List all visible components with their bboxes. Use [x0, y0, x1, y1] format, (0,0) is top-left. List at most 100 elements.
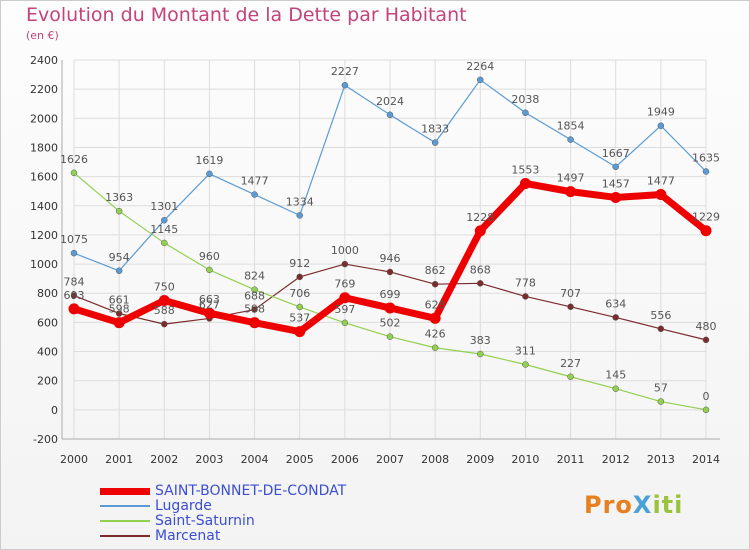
data-label: 663	[199, 293, 220, 306]
data-point	[296, 273, 303, 281]
legend-label: SAINT-BONNET-DE-CONDAT	[155, 483, 347, 499]
data-label: 824	[244, 270, 265, 283]
data-point	[431, 344, 439, 351]
data-point	[522, 293, 529, 300]
data-label: 954	[109, 251, 130, 264]
legend-label: Marcenat	[155, 528, 221, 544]
x-tick-label: 2013	[647, 453, 675, 466]
data-label: 145	[605, 369, 626, 382]
data-point	[70, 169, 78, 177]
data-point	[610, 191, 622, 203]
y-tick-label: 1200	[30, 229, 58, 242]
data-label: 693	[64, 289, 85, 302]
data-label: 634	[605, 297, 626, 310]
data-point	[70, 292, 78, 299]
data-point	[477, 280, 484, 287]
legend-item: Marcenat	[100, 529, 520, 544]
data-label: 1619	[195, 154, 223, 167]
legend-swatch	[100, 487, 150, 495]
data-point	[612, 385, 619, 392]
data-label: 588	[154, 304, 175, 317]
data-point	[251, 191, 258, 198]
y-tick-label: 2000	[30, 112, 58, 125]
x-tick-label: 2007	[376, 453, 404, 466]
data-label: 1075	[60, 233, 88, 246]
y-tick-label: 200	[37, 375, 58, 388]
data-point	[251, 306, 258, 313]
data-point	[384, 302, 396, 314]
data-label: 661	[109, 293, 130, 306]
data-label: 598	[109, 303, 130, 316]
data-label: 750	[154, 281, 175, 294]
data-label: 627	[199, 298, 220, 311]
data-point	[477, 350, 484, 358]
data-label: 1334	[286, 195, 314, 208]
data-point	[702, 168, 710, 175]
x-tick-label: 2012	[602, 453, 630, 466]
y-tick-label: 1400	[30, 200, 58, 213]
data-label: 598	[244, 303, 265, 316]
data-point	[477, 76, 484, 84]
x-tick-label: 2011	[557, 453, 585, 466]
legend-item: Lugarde	[100, 499, 520, 514]
y-tick-label: 2200	[30, 83, 58, 96]
x-tick-label: 2003	[195, 453, 223, 466]
y-tick-label: 1600	[30, 171, 58, 184]
y-tick-label: -200	[33, 433, 58, 446]
data-point	[296, 212, 303, 219]
data-point	[657, 325, 665, 333]
data-label: 1667	[602, 147, 630, 160]
data-label: 868	[470, 263, 491, 276]
legend-swatch	[100, 535, 150, 537]
data-label: 383	[470, 334, 491, 347]
data-point	[206, 170, 213, 178]
data-point	[115, 267, 123, 275]
data-point	[115, 207, 123, 215]
data-label: 706	[289, 287, 310, 300]
y-tick-label: 0	[51, 404, 58, 417]
data-point	[474, 225, 486, 237]
data-label: 1854	[557, 120, 585, 133]
data-label: 0	[703, 390, 710, 403]
data-point	[655, 189, 667, 201]
data-point	[657, 398, 665, 405]
data-point	[161, 320, 168, 328]
chart-unit: (en €)	[26, 29, 59, 42]
data-point	[70, 249, 78, 257]
data-label: 769	[334, 278, 355, 291]
data-label: 1497	[557, 172, 585, 185]
data-label: 960	[199, 250, 220, 263]
legend-item: SAINT-BONNET-DE-CONDAT	[100, 484, 520, 499]
data-point	[522, 109, 529, 117]
y-tick-label: 600	[37, 316, 58, 329]
y-tick-label: 400	[37, 346, 58, 359]
legend-label: Lugarde	[155, 498, 212, 514]
data-label: 2264	[466, 60, 494, 73]
chart-title: Evolution du Montant de la Dette par Hab…	[26, 4, 467, 26]
legend-swatch	[100, 505, 150, 507]
y-tick-label: 1800	[30, 141, 58, 154]
data-point	[612, 314, 619, 321]
data-label: 57	[654, 382, 668, 395]
data-label: 1626	[60, 153, 88, 166]
x-tick-label: 2008	[421, 453, 449, 466]
data-label: 1477	[241, 175, 269, 188]
x-tick-label: 2002	[150, 453, 178, 466]
data-point	[612, 163, 619, 171]
data-point	[431, 139, 439, 146]
data-label: 1301	[150, 200, 178, 213]
data-point	[700, 225, 712, 237]
data-point	[158, 295, 170, 307]
data-label: 311	[515, 345, 536, 358]
data-point	[161, 239, 168, 247]
data-label: 688	[244, 290, 265, 303]
data-label: 707	[560, 287, 581, 300]
data-point	[251, 286, 258, 293]
x-tick-label: 2005	[286, 453, 314, 466]
data-label: 480	[696, 320, 717, 333]
data-point	[339, 292, 351, 304]
data-label: 1145	[150, 223, 178, 236]
x-tick-label: 2000	[60, 453, 88, 466]
data-point	[567, 136, 574, 143]
